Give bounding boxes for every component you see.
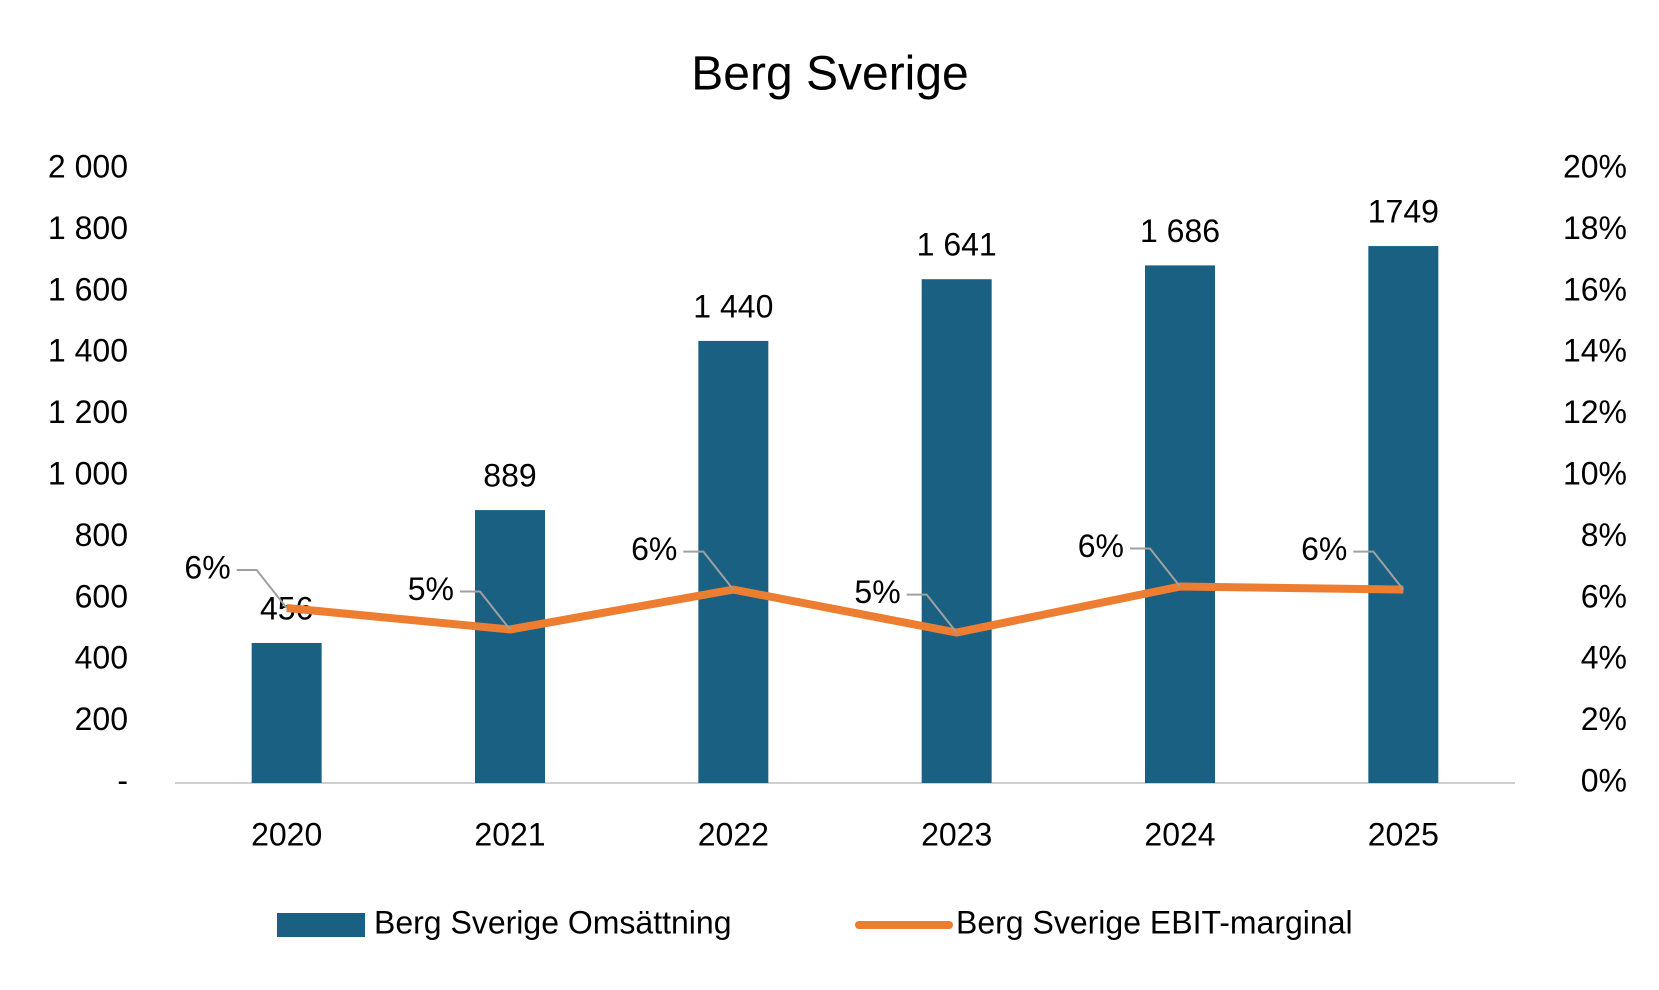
legend-label: Berg Sverige EBIT-marginal	[956, 904, 1353, 940]
x-tick-label: 2025	[1368, 816, 1439, 852]
leader-line	[236, 569, 288, 609]
y2-tick-label: 8%	[1581, 517, 1627, 553]
y2-tick-label: 18%	[1563, 210, 1627, 246]
leader-line	[906, 593, 958, 634]
y2-tick-label: 2%	[1581, 701, 1627, 737]
y2-tick-label: 20%	[1563, 148, 1627, 184]
y-tick-label: 1 200	[48, 394, 128, 430]
bar-value-label: 1749	[1368, 194, 1439, 230]
y2-tick-label: 0%	[1581, 762, 1627, 798]
y-tick-label: 1 000	[48, 455, 128, 491]
bar-value-label: 889	[483, 458, 536, 494]
bar-value-label: 1 686	[1140, 213, 1220, 249]
y-tick-label: 1 600	[48, 271, 128, 307]
leader-line	[683, 550, 735, 591]
line	[286, 582, 1404, 637]
y2-tick-label: 14%	[1563, 333, 1627, 369]
bar-value-label: 1 641	[917, 227, 997, 263]
bar-value-label: 1 440	[693, 288, 773, 324]
bar	[921, 279, 992, 783]
y-tick-label: 1 800	[48, 210, 128, 246]
line-value-label: 5%	[408, 571, 454, 607]
y2-tick-label: 12%	[1563, 394, 1627, 430]
line-value-label: 6%	[1301, 531, 1347, 567]
x-tick-label: 2022	[698, 816, 769, 852]
legend-label: Berg Sverige Omsättning	[374, 904, 732, 940]
y-tick-label: 600	[75, 578, 128, 614]
x-tick-label: 2021	[474, 816, 545, 852]
leader-line	[1353, 550, 1405, 591]
chart-title: Berg Sverige	[691, 48, 968, 101]
y-tick-label: 2 000	[48, 148, 128, 184]
y-tick-label: 1 400	[48, 333, 128, 369]
y2-tick-label: 4%	[1581, 640, 1627, 676]
bar	[698, 340, 769, 783]
x-tick-label: 2020	[251, 816, 322, 852]
x-tick-label: 2023	[921, 816, 992, 852]
line-value-label: 6%	[631, 531, 677, 567]
line-value-label: 6%	[1078, 528, 1124, 564]
bar	[475, 510, 545, 783]
legend-swatch	[277, 913, 365, 937]
y-tick-label: 400	[75, 640, 128, 676]
y2-tick-label: 6%	[1581, 578, 1627, 614]
y2-tick-label: 10%	[1563, 455, 1627, 491]
line-value-label: 5%	[854, 574, 900, 610]
bar	[1145, 265, 1215, 783]
leader-line	[1130, 547, 1181, 588]
leader-line	[460, 590, 511, 631]
y-tick-label: -	[117, 762, 128, 798]
y-tick-label: 800	[75, 517, 128, 553]
line-value-label: 6%	[184, 549, 230, 585]
bar	[251, 643, 322, 783]
bar	[1368, 246, 1439, 783]
y2-tick-label: 16%	[1563, 271, 1627, 307]
x-tick-label: 2024	[1144, 816, 1215, 852]
y-tick-label: 200	[75, 701, 128, 737]
